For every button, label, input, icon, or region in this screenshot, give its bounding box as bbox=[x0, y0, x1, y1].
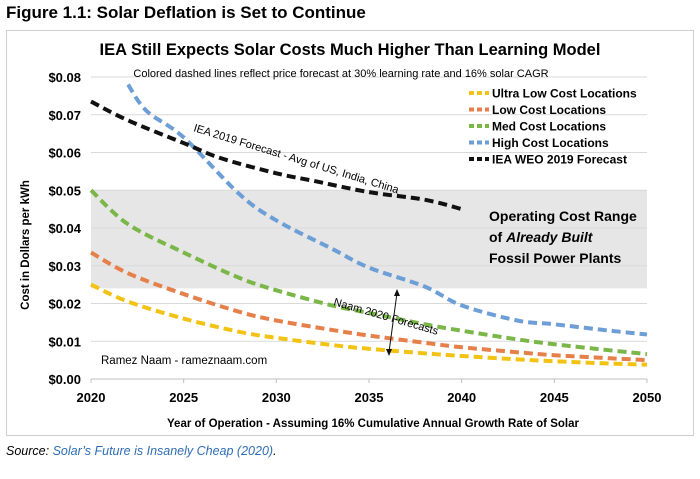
fossil-operating-cost-band bbox=[91, 190, 647, 289]
x-tick-label: 2020 bbox=[77, 390, 106, 405]
y-axis-label: Cost in Dollars per kWh bbox=[20, 180, 32, 310]
x-tick-label: 2045 bbox=[540, 390, 569, 405]
author-credit: Ramez Naam - rameznaam.com bbox=[101, 355, 267, 367]
axes-layer: $0.00 $0.01 $0.02 $0.03 $0.04 $0.05 $0.06 $0.07… bbox=[48, 70, 661, 405]
band-label-of: of bbox=[489, 229, 506, 245]
series-layer bbox=[89, 83, 648, 367]
band-label-line-3: Fossil Power Plants bbox=[489, 250, 621, 266]
legend-label: High Cost Locations bbox=[492, 136, 609, 150]
y-tick-label: $0.06 bbox=[48, 146, 81, 161]
legend-label: Ultra Low Cost Locations bbox=[492, 87, 637, 101]
legend-label: Low Cost Locations bbox=[492, 103, 606, 117]
source-label: Source: bbox=[6, 444, 50, 458]
y-tick-label: $0.02 bbox=[48, 297, 81, 312]
series-line-high-cost-locations bbox=[126, 83, 648, 337]
x-tick-label: 2050 bbox=[633, 390, 662, 405]
y-tick-label: $0.07 bbox=[48, 108, 81, 123]
chart-title: IEA Still Expects Solar Costs Much Highe… bbox=[100, 41, 601, 59]
y-tick-label: $0.03 bbox=[48, 259, 81, 274]
band-label-already-built: Already Built bbox=[505, 229, 594, 245]
grid-layer bbox=[91, 76, 647, 342]
chart-svg: $0.00 $0.01 $0.02 $0.03 $0.04 $0.05 $0.06 $0.07… bbox=[20, 41, 661, 430]
x-tick-label: 2035 bbox=[355, 390, 384, 405]
x-axis-label: Year of Operation - Assuming 16% Cumulat… bbox=[167, 418, 579, 430]
source-line: Source: Solar’s Future is Insanely Cheap… bbox=[6, 444, 277, 458]
band-layer bbox=[91, 190, 647, 289]
naam-bracket-arrow bbox=[386, 289, 400, 356]
source-link[interactable]: Solar’s Future is Insanely Cheap (2020) bbox=[52, 444, 274, 458]
series-line-iea-weo-2019-forecast bbox=[90, 99, 463, 212]
chart-frame: $0.00 $0.01 $0.02 $0.03 $0.04 $0.05 $0.06 $0.07… bbox=[6, 30, 694, 436]
legend: Ultra Low Cost Locations Low Cost Locatio… bbox=[469, 87, 637, 167]
series-line-ultra-low-cost-locations bbox=[90, 282, 648, 367]
y-tick-label: $0.05 bbox=[48, 183, 81, 198]
y-tick-label: $0.01 bbox=[48, 334, 81, 349]
x-tick-label: 2040 bbox=[447, 390, 476, 405]
legend-label: Med Cost Locations bbox=[492, 120, 606, 134]
series-line-med-cost-locations bbox=[89, 188, 648, 357]
x-tick-label: 2025 bbox=[169, 390, 198, 405]
figure-caption: Figure 1.1: Solar Deflation is Set to Co… bbox=[6, 3, 366, 22]
y-tick-label: $0.04 bbox=[48, 221, 81, 236]
band-label-line-2: of Already Built bbox=[489, 229, 594, 245]
series-line-low-cost-locations bbox=[90, 250, 648, 363]
y-tick-label: $0.08 bbox=[48, 70, 81, 85]
x-tick-label: 2030 bbox=[262, 390, 291, 405]
chart-subtitle: Colored dashed lines reflect price forec… bbox=[133, 68, 548, 80]
band-label-line-1: Operating Cost Range bbox=[489, 208, 637, 224]
source-end: . bbox=[273, 444, 277, 458]
y-tick-label: $0.00 bbox=[48, 372, 81, 387]
legend-label: IEA WEO 2019 Forecast bbox=[492, 153, 627, 167]
